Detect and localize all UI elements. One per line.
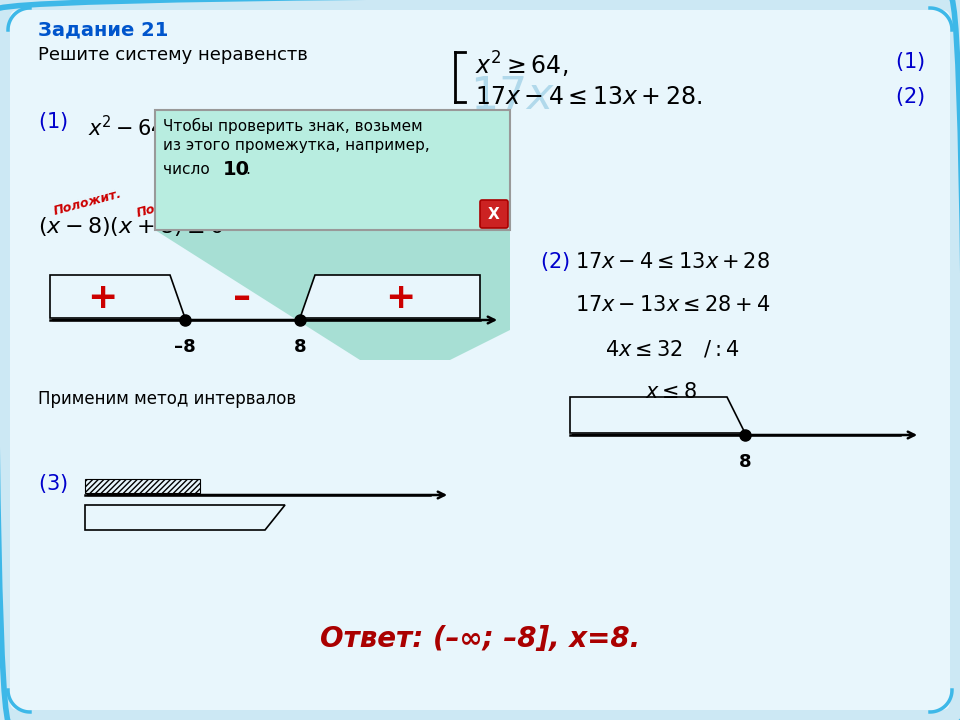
Text: –: – (233, 281, 252, 315)
Bar (85, 479, 200, 493)
Text: 10: 10 (223, 160, 250, 179)
Text: $(3)$: $(3)$ (38, 472, 68, 495)
Polygon shape (300, 275, 480, 318)
Text: $x^2 - 64 > 0$: $x^2 - 64 > 0$ (88, 115, 204, 140)
Text: $17x - 4 \leq 13x + 28$: $17x - 4 \leq 13x + 28$ (575, 252, 770, 272)
Polygon shape (570, 397, 745, 433)
Text: 8: 8 (738, 453, 752, 471)
FancyBboxPatch shape (480, 200, 508, 228)
Text: $(x-8)(x+8) \geq 0$: $(x-8)(x+8) \geq 0$ (38, 215, 224, 238)
FancyBboxPatch shape (155, 110, 510, 230)
Text: $x^2 \geq 64,$: $x^2 \geq 64,$ (475, 50, 568, 80)
Text: +: + (86, 281, 117, 315)
Polygon shape (155, 230, 510, 360)
Text: $(2)$: $(2)$ (895, 85, 924, 108)
Text: Положит.: Положит. (52, 187, 123, 218)
Text: Положит.: Положит. (135, 189, 206, 220)
Text: Применим метод интервалов: Применим метод интервалов (38, 390, 296, 408)
Text: Чтобы проверить знак, возьмем: Чтобы проверить знак, возьмем (163, 118, 422, 134)
Polygon shape (85, 505, 285, 530)
Text: +: + (385, 281, 415, 315)
Text: $(1)$: $(1)$ (38, 110, 68, 133)
Text: Ответ: (–∞; –8], x=8.: Ответ: (–∞; –8], x=8. (320, 625, 640, 653)
Text: Решите систему неравенств: Решите систему неравенств (38, 46, 308, 64)
Text: $17x - 13x \leq 28 + 4$: $17x - 13x \leq 28 + 4$ (575, 295, 770, 315)
Text: .: . (245, 162, 250, 177)
Text: 8: 8 (294, 338, 306, 356)
Text: –8: –8 (174, 338, 196, 356)
Text: $17x - 4 \leq 13x + 28.$: $17x - 4 \leq 13x + 28.$ (475, 85, 702, 109)
Text: $x \leq 8$: $x \leq 8$ (645, 382, 697, 402)
Text: число: число (163, 162, 215, 177)
Text: Задание 21: Задание 21 (38, 20, 168, 39)
Text: из этого промежутка, например,: из этого промежутка, например, (163, 138, 430, 153)
Text: $(1)$: $(1)$ (895, 50, 924, 73)
Text: X: X (488, 207, 500, 222)
Text: $(2)$: $(2)$ (540, 250, 570, 273)
FancyBboxPatch shape (10, 10, 950, 710)
Polygon shape (50, 275, 185, 318)
Text: $17x$: $17x$ (470, 75, 555, 118)
Text: $4x \leq 32 \quad /: 4$: $4x \leq 32 \quad /: 4$ (605, 338, 739, 359)
